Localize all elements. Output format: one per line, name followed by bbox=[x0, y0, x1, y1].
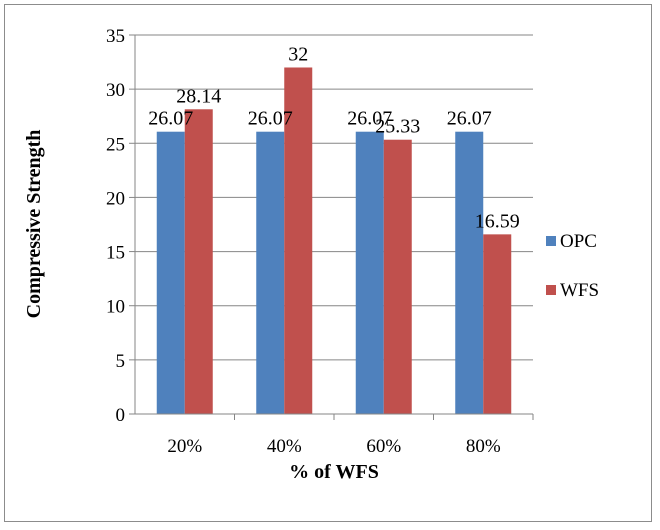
data-label: 26.07 bbox=[347, 108, 392, 130]
bar-opc bbox=[156, 131, 185, 414]
y-axis-title: Compressive Strength bbox=[23, 130, 45, 319]
bar-opc bbox=[355, 131, 384, 414]
y-tick-label: 35 bbox=[106, 26, 125, 47]
legend-label-opc: OPC bbox=[560, 231, 597, 252]
x-tick-label: 80% bbox=[466, 436, 501, 457]
legend-label-wfs: WFS bbox=[560, 280, 599, 301]
data-label: 28.14 bbox=[176, 85, 221, 107]
chart-frame bbox=[4, 4, 652, 522]
bar-opc bbox=[455, 131, 484, 414]
bars bbox=[156, 67, 512, 414]
bar-wfs bbox=[184, 109, 213, 414]
y-tick-labels: 0 5 10 15 20 25 30 35 bbox=[106, 26, 125, 426]
x-tick-label: 40% bbox=[267, 436, 302, 457]
y-tick-label: 5 bbox=[116, 351, 126, 372]
data-label: 25.33 bbox=[375, 116, 420, 138]
x-tick-label: 60% bbox=[366, 436, 401, 457]
bar-wfs bbox=[284, 67, 313, 414]
data-label: 32 bbox=[288, 43, 308, 65]
bar-opc bbox=[256, 131, 285, 414]
x-tick-labels: 20% 40% 60% 80% bbox=[167, 436, 501, 457]
bar-wfs bbox=[483, 234, 512, 414]
y-tick-label: 15 bbox=[106, 243, 125, 264]
y-tick-label: 10 bbox=[106, 297, 125, 318]
legend-swatch-opc bbox=[546, 236, 556, 246]
y-tick-label: 20 bbox=[106, 188, 125, 209]
data-label: 26.07 bbox=[248, 108, 293, 130]
data-label: 16.59 bbox=[475, 210, 520, 232]
legend: OPC WFS bbox=[546, 231, 599, 301]
x-axis-title: % of WFS bbox=[289, 461, 379, 483]
axes bbox=[134, 35, 533, 415]
y-tick-label: 30 bbox=[106, 80, 125, 101]
data-label: 26.07 bbox=[148, 108, 193, 130]
y-tick-label: 0 bbox=[116, 405, 126, 426]
y-tick-label: 25 bbox=[106, 134, 125, 155]
bar-wfs bbox=[383, 139, 412, 414]
legend-swatch-wfs bbox=[546, 285, 556, 295]
x-tick-label: 20% bbox=[167, 436, 202, 457]
data-label: 26.07 bbox=[447, 108, 492, 130]
